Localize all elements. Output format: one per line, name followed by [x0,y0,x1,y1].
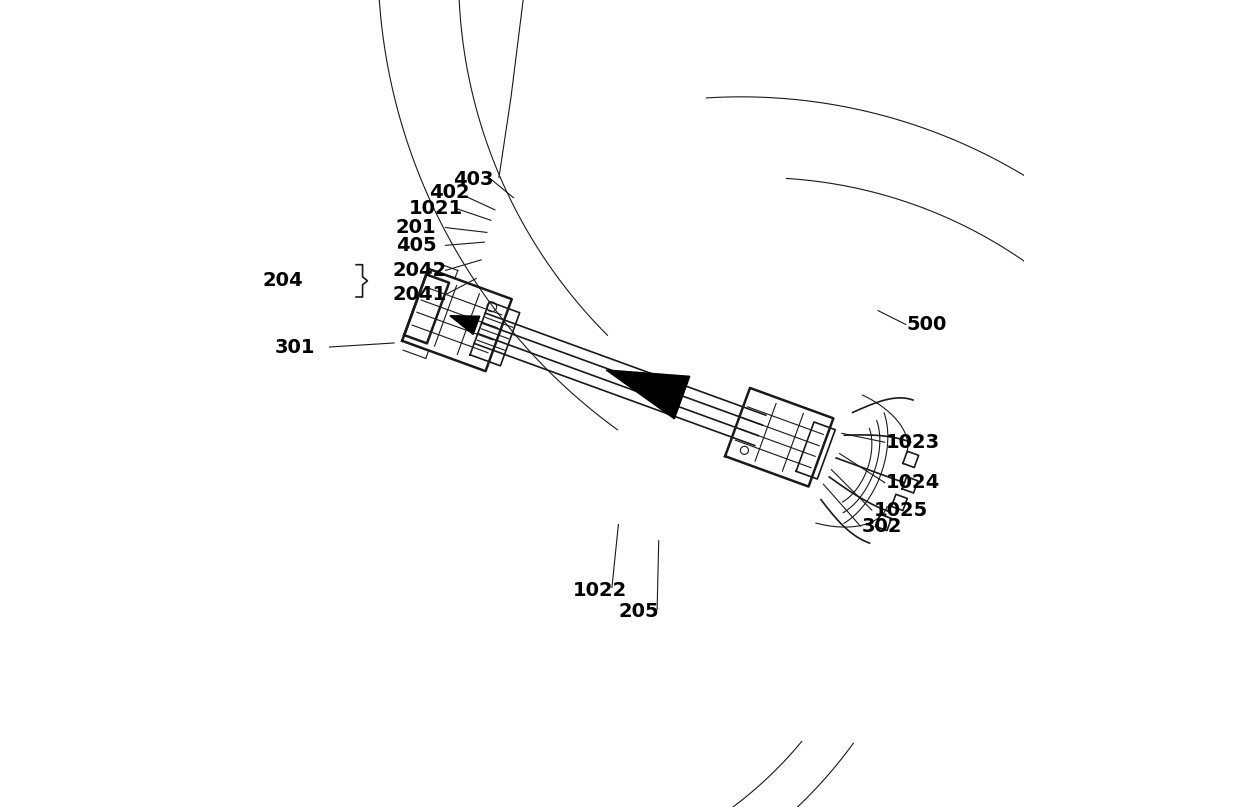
Polygon shape [450,316,480,334]
Text: 405: 405 [396,236,436,255]
Text: 2041: 2041 [392,285,446,304]
Text: 500: 500 [906,315,947,334]
Text: 1024: 1024 [887,473,941,492]
Text: 2042: 2042 [392,261,446,280]
Text: 205: 205 [619,602,658,621]
Text: 302: 302 [862,516,903,536]
Text: 1025: 1025 [874,500,929,520]
Text: 1023: 1023 [887,433,940,452]
Text: 201: 201 [396,218,436,237]
Polygon shape [606,370,689,419]
Text: 1022: 1022 [573,581,627,600]
Text: 403: 403 [453,169,494,189]
Text: 402: 402 [429,182,470,202]
Text: 301: 301 [274,337,315,357]
Text: 204: 204 [263,271,303,291]
Text: 1021: 1021 [408,199,463,218]
